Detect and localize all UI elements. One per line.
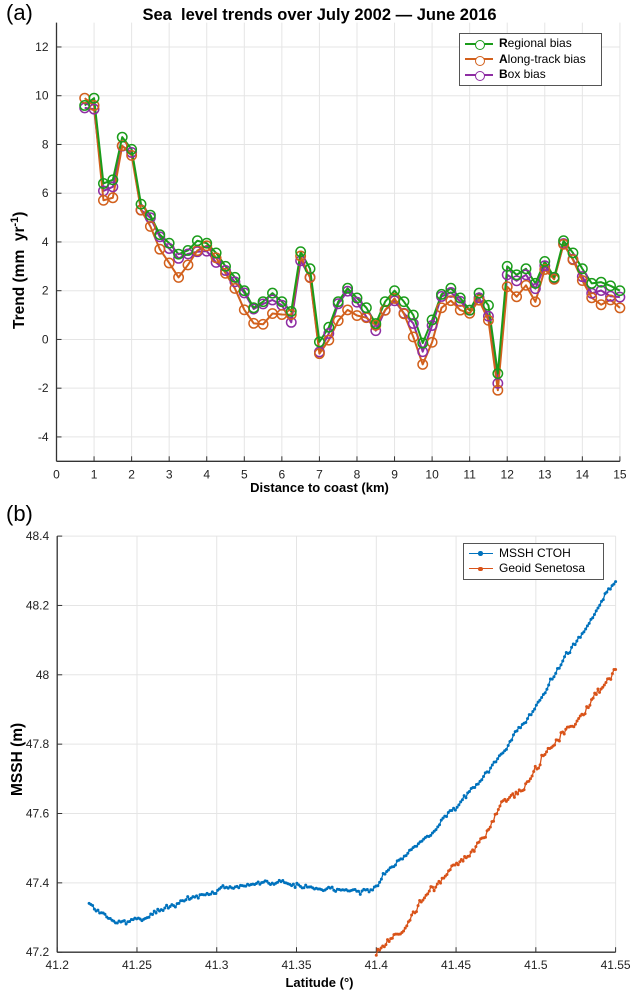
svg-text:8: 8 [354,467,361,481]
svg-text:41.3: 41.3 [205,958,229,972]
svg-text:5: 5 [241,467,248,481]
svg-text:47.8: 47.8 [26,737,50,751]
svg-text:10: 10 [425,467,439,481]
svg-text:48.2: 48.2 [26,598,50,612]
svg-text:41.25: 41.25 [122,958,152,972]
svg-text:13: 13 [538,467,552,481]
svg-text:2: 2 [128,467,135,481]
svg-text:-2: -2 [38,381,49,395]
svg-text:8: 8 [42,137,49,151]
svg-text:0: 0 [53,467,60,481]
svg-text:2: 2 [42,284,49,298]
svg-text:10: 10 [35,89,49,103]
svg-text:12: 12 [35,40,49,54]
svg-text:48.4: 48.4 [26,529,50,543]
svg-text:41.35: 41.35 [281,958,311,972]
svg-text:1: 1 [91,467,98,481]
svg-text:15: 15 [613,467,627,481]
svg-text:4: 4 [42,235,49,249]
svg-text:-4: -4 [38,430,49,444]
svg-text:47.4: 47.4 [26,876,50,890]
svg-text:6: 6 [279,467,286,481]
svg-text:41.55: 41.55 [601,958,631,972]
svg-text:41.2: 41.2 [46,958,70,972]
svg-text:7: 7 [316,467,323,481]
svg-text:41.5: 41.5 [524,958,548,972]
svg-text:48: 48 [36,668,50,682]
svg-text:14: 14 [576,467,590,481]
svg-text:4: 4 [203,467,210,481]
svg-text:3: 3 [166,467,173,481]
svg-text:12: 12 [501,467,515,481]
svg-text:9: 9 [391,467,398,481]
svg-text:47.2: 47.2 [26,945,50,959]
svg-text:11: 11 [463,467,476,481]
svg-text:6: 6 [42,186,49,200]
svg-text:0: 0 [42,332,49,346]
svg-text:41.4: 41.4 [365,958,389,972]
svg-text:41.45: 41.45 [441,958,471,972]
svg-text:47.6: 47.6 [26,807,50,821]
